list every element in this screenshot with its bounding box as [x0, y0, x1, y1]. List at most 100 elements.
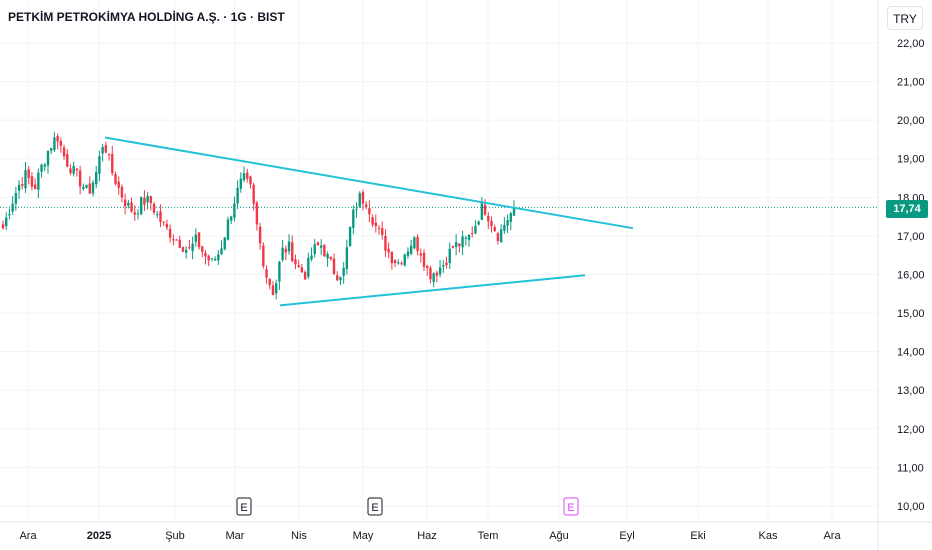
last-price-label: 17,74	[886, 200, 928, 218]
candle-body	[352, 209, 355, 228]
y-tick-label: 22,00	[897, 38, 925, 50]
candle-body	[390, 251, 394, 263]
candle-body	[499, 229, 503, 243]
candle-body	[438, 267, 442, 275]
candle-body	[326, 253, 329, 259]
candle-body	[319, 245, 323, 248]
candle-body	[201, 246, 204, 252]
candle-body	[30, 176, 34, 187]
candle-body	[294, 259, 297, 265]
candle-body	[252, 184, 255, 204]
y-tick-label: 14,00	[897, 347, 925, 359]
candle-body	[178, 239, 181, 248]
candle-body	[249, 176, 252, 185]
candle-body	[329, 256, 333, 259]
trendline-lower[interactable]	[279, 274, 586, 307]
candle-body	[175, 239, 178, 241]
trendline-upper[interactable]	[104, 136, 634, 230]
candle-body	[342, 267, 345, 276]
candle-body	[229, 216, 233, 221]
candle-body	[127, 202, 130, 206]
symbol-title: PETKİM PETROKİMYA HOLDİNG A.Ş. · 1G · BI…	[8, 10, 285, 24]
candle-body	[278, 261, 281, 282]
candle-body	[56, 136, 59, 142]
candle-body	[107, 154, 111, 156]
candle-body	[27, 169, 30, 178]
candle-body	[133, 212, 136, 215]
candle-body	[291, 242, 294, 262]
candle-body	[72, 165, 75, 174]
candle-body	[149, 196, 153, 204]
candle-body	[95, 172, 98, 185]
earnings-marker-box[interactable]	[367, 497, 383, 516]
candle-body	[387, 248, 390, 253]
candle-body	[14, 193, 18, 204]
earnings-marker-box[interactable]	[563, 497, 579, 516]
candle-body	[416, 236, 419, 251]
candle-body	[403, 254, 406, 266]
candle-body	[207, 255, 210, 261]
x-tick-label: Mar	[226, 530, 245, 542]
candle-body	[17, 184, 21, 191]
candle-body	[69, 168, 72, 174]
candle-body	[448, 248, 451, 264]
candle-body	[300, 267, 304, 273]
currency-button[interactable]: TRY	[887, 6, 923, 30]
candle-body	[451, 245, 455, 248]
candle-body	[53, 137, 56, 150]
candle-body	[361, 192, 365, 204]
candle-body	[43, 164, 46, 167]
candle-body	[409, 245, 413, 254]
candle-body	[503, 225, 506, 231]
candle-body	[197, 232, 201, 248]
candle-body	[348, 226, 352, 246]
candle-body	[159, 211, 162, 222]
candle-body	[268, 278, 271, 286]
candle-body	[506, 220, 509, 226]
x-tick-label: Haz	[417, 530, 437, 542]
candle-body	[50, 148, 53, 151]
candle-body	[422, 252, 426, 267]
candle-body	[364, 204, 368, 208]
candle-body	[165, 223, 169, 228]
candle-body	[474, 225, 477, 234]
candle-body	[217, 254, 220, 261]
candle-body	[59, 140, 63, 146]
y-tick-label: 15,00	[897, 308, 925, 320]
candle-body	[204, 252, 207, 257]
x-tick-label: Eki	[690, 530, 705, 542]
candle-body	[88, 183, 91, 194]
y-tick-label: 12,00	[897, 424, 925, 436]
candle-body	[493, 227, 496, 231]
candle-body	[236, 187, 239, 204]
candle-body	[181, 247, 185, 252]
y-tick-label: 20,00	[897, 115, 925, 127]
candle-body	[104, 145, 108, 153]
candle-body	[37, 172, 40, 190]
candle-body	[233, 203, 236, 218]
candle-body	[156, 214, 159, 216]
candle-body	[413, 237, 416, 249]
candle-body	[355, 208, 358, 210]
candle-body	[332, 258, 336, 274]
y-tick-label: 13,00	[897, 385, 925, 397]
y-tick-label: 10,00	[897, 501, 925, 513]
candle-body	[384, 236, 387, 251]
candle-body	[130, 202, 133, 212]
candle-body	[426, 266, 429, 269]
candle-body	[21, 184, 24, 186]
candle-body	[82, 187, 85, 189]
candle-body	[467, 234, 471, 240]
candle-body	[11, 203, 14, 212]
candle-body	[220, 248, 223, 255]
candle-body	[287, 241, 291, 252]
candle-body	[246, 172, 249, 179]
candle-body	[75, 168, 79, 171]
candle-body	[242, 173, 246, 181]
x-tick-label: Tem	[478, 530, 499, 542]
candle-body	[101, 146, 104, 154]
earnings-marker-box[interactable]	[236, 497, 252, 516]
candle-body	[194, 234, 198, 242]
candle-body	[483, 204, 487, 215]
